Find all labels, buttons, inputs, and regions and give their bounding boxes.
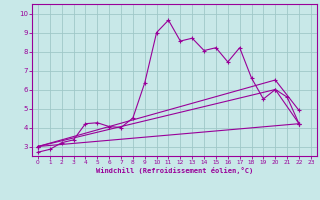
X-axis label: Windchill (Refroidissement éolien,°C): Windchill (Refroidissement éolien,°C)	[96, 167, 253, 174]
